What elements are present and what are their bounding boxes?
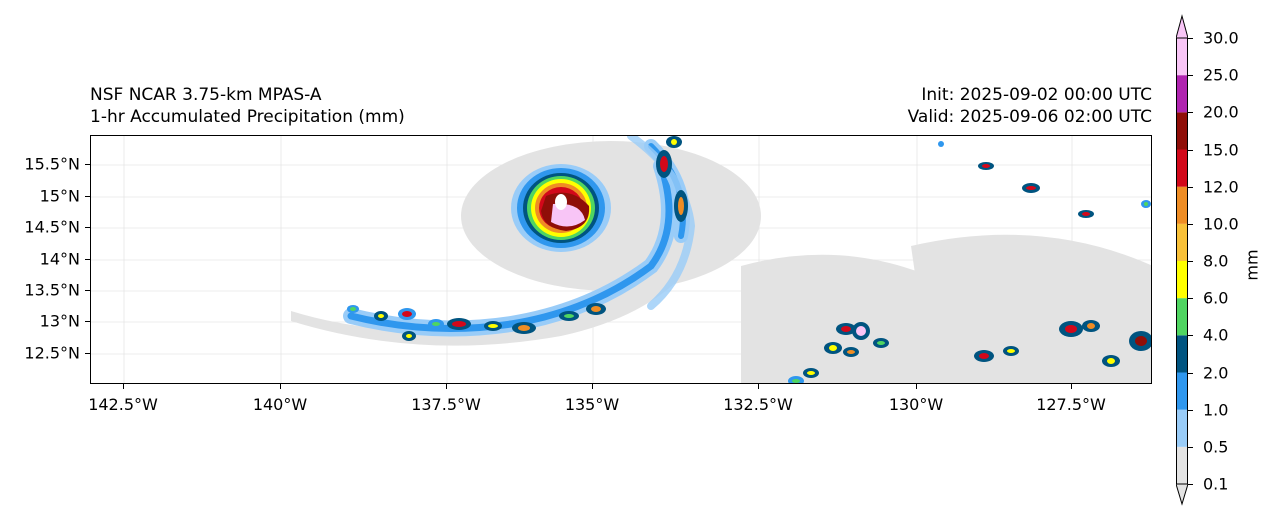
colorbar-swatch (1176, 149, 1188, 187)
colorbar-swatch (1176, 335, 1188, 373)
lon-tick (916, 384, 917, 389)
precip-field (91, 136, 1151, 383)
plot-title-right: Init: 2025-09-02 00:00 UTC Valid: 2025-0… (908, 84, 1152, 128)
colorbar-tick (1188, 112, 1193, 114)
colorbar-swatch (1176, 75, 1188, 113)
plot-title-left: NSF NCAR 3.75-km MPAS-A 1-hr Accumulated… (90, 84, 405, 128)
colorbar-tick (1188, 223, 1193, 225)
lon-tick (446, 384, 447, 389)
init-time: Init: 2025-09-02 00:00 UTC (921, 85, 1152, 105)
lon-tick (280, 384, 281, 389)
lat-tick (85, 227, 90, 228)
lon-label: 140°W (252, 395, 308, 414)
lon-label: 137.5°W (411, 395, 481, 414)
lon-label: 132.5°W (723, 395, 793, 414)
lat-label: 15°N (39, 186, 80, 206)
colorbar-swatches (1176, 38, 1188, 484)
valid-time: Valid: 2025-09-06 02:00 UTC (907, 107, 1152, 127)
colorbar-swatch (1176, 186, 1188, 224)
colorbar-tick (1188, 372, 1193, 374)
colorbar-swatch (1176, 112, 1188, 150)
colorbar-tick (1188, 484, 1193, 485)
lat-tick (85, 259, 90, 260)
colorbar-swatch (1176, 223, 1188, 261)
colorbar-swatch (1176, 409, 1188, 447)
lat-label: 15.5°N (24, 154, 80, 174)
colorbar-tick (1188, 298, 1193, 300)
colorbar-level-label: 30.0 (1203, 28, 1239, 48)
colorbar-level-label: 0.5 (1203, 437, 1229, 457)
lat-tick (85, 353, 90, 354)
colorbar-tick (1188, 38, 1193, 39)
colorbar-level-label: 2.0 (1203, 363, 1229, 382)
lat-tick (85, 321, 90, 322)
colorbar-swatch (1176, 261, 1188, 299)
colorbar-swatch (1176, 298, 1188, 336)
colorbar-level-label: 6.0 (1203, 288, 1229, 308)
lon-label: 135°W (564, 395, 620, 414)
colorbar-tick (1188, 261, 1193, 262)
colorbar-level-label: 10.0 (1203, 214, 1239, 234)
lat-tick (85, 290, 90, 291)
colorbar-level-label: 0.1 (1203, 474, 1229, 494)
colorbar-level-label: 15.0 (1203, 140, 1239, 159)
lat-label: 14.5°N (24, 217, 80, 237)
colorbar-level-label: 12.0 (1203, 177, 1239, 197)
colorbar-unit: mm (1242, 249, 1262, 281)
lon-label: 142.5°W (88, 395, 158, 414)
lat-label: 14°N (39, 249, 80, 269)
colorbar-swatch (1176, 446, 1188, 484)
colorbar-tick (1188, 335, 1193, 337)
lon-tick (123, 384, 124, 389)
colorbar-tick (1188, 409, 1193, 411)
lat-label: 12.5°N (24, 343, 80, 363)
field-name: 1-hr Accumulated Precipitation (mm) (90, 107, 405, 127)
lat-tick (85, 164, 90, 165)
colorbar-frame (1176, 37, 1188, 485)
lon-tick (592, 384, 593, 389)
colorbar-level-label: 8.0 (1203, 251, 1229, 271)
model-name: NSF NCAR 3.75-km MPAS-A (90, 85, 322, 105)
lon-tick (1071, 384, 1072, 389)
colorbar-level-label: 4.0 (1203, 325, 1229, 345)
colorbar-level-label: 1.0 (1203, 400, 1229, 420)
lat-tick (85, 196, 90, 197)
lon-tick (758, 384, 759, 389)
colorbar-tick (1188, 75, 1193, 77)
colorbar-tick (1188, 149, 1193, 151)
colorbar-min-extension (1176, 483, 1188, 506)
colorbar-level-label: 20.0 (1203, 102, 1239, 122)
colorbar-tick (1188, 186, 1193, 188)
precipitation-map (90, 135, 1152, 384)
colorbar (1176, 14, 1188, 506)
colorbar-level-label: 25.0 (1203, 65, 1239, 85)
lat-label: 13°N (39, 311, 80, 331)
lon-label: 130°W (888, 395, 944, 414)
colorbar-tick (1188, 446, 1193, 448)
lat-label: 13.5°N (24, 280, 80, 300)
lon-label: 127.5°W (1036, 395, 1106, 414)
light-rain-area (291, 141, 1151, 383)
colorbar-max-extension (1176, 14, 1188, 39)
hurricane-core (511, 164, 611, 252)
convective-cells (347, 136, 1151, 383)
colorbar-swatch (1176, 372, 1188, 410)
colorbar-swatch (1176, 38, 1188, 76)
